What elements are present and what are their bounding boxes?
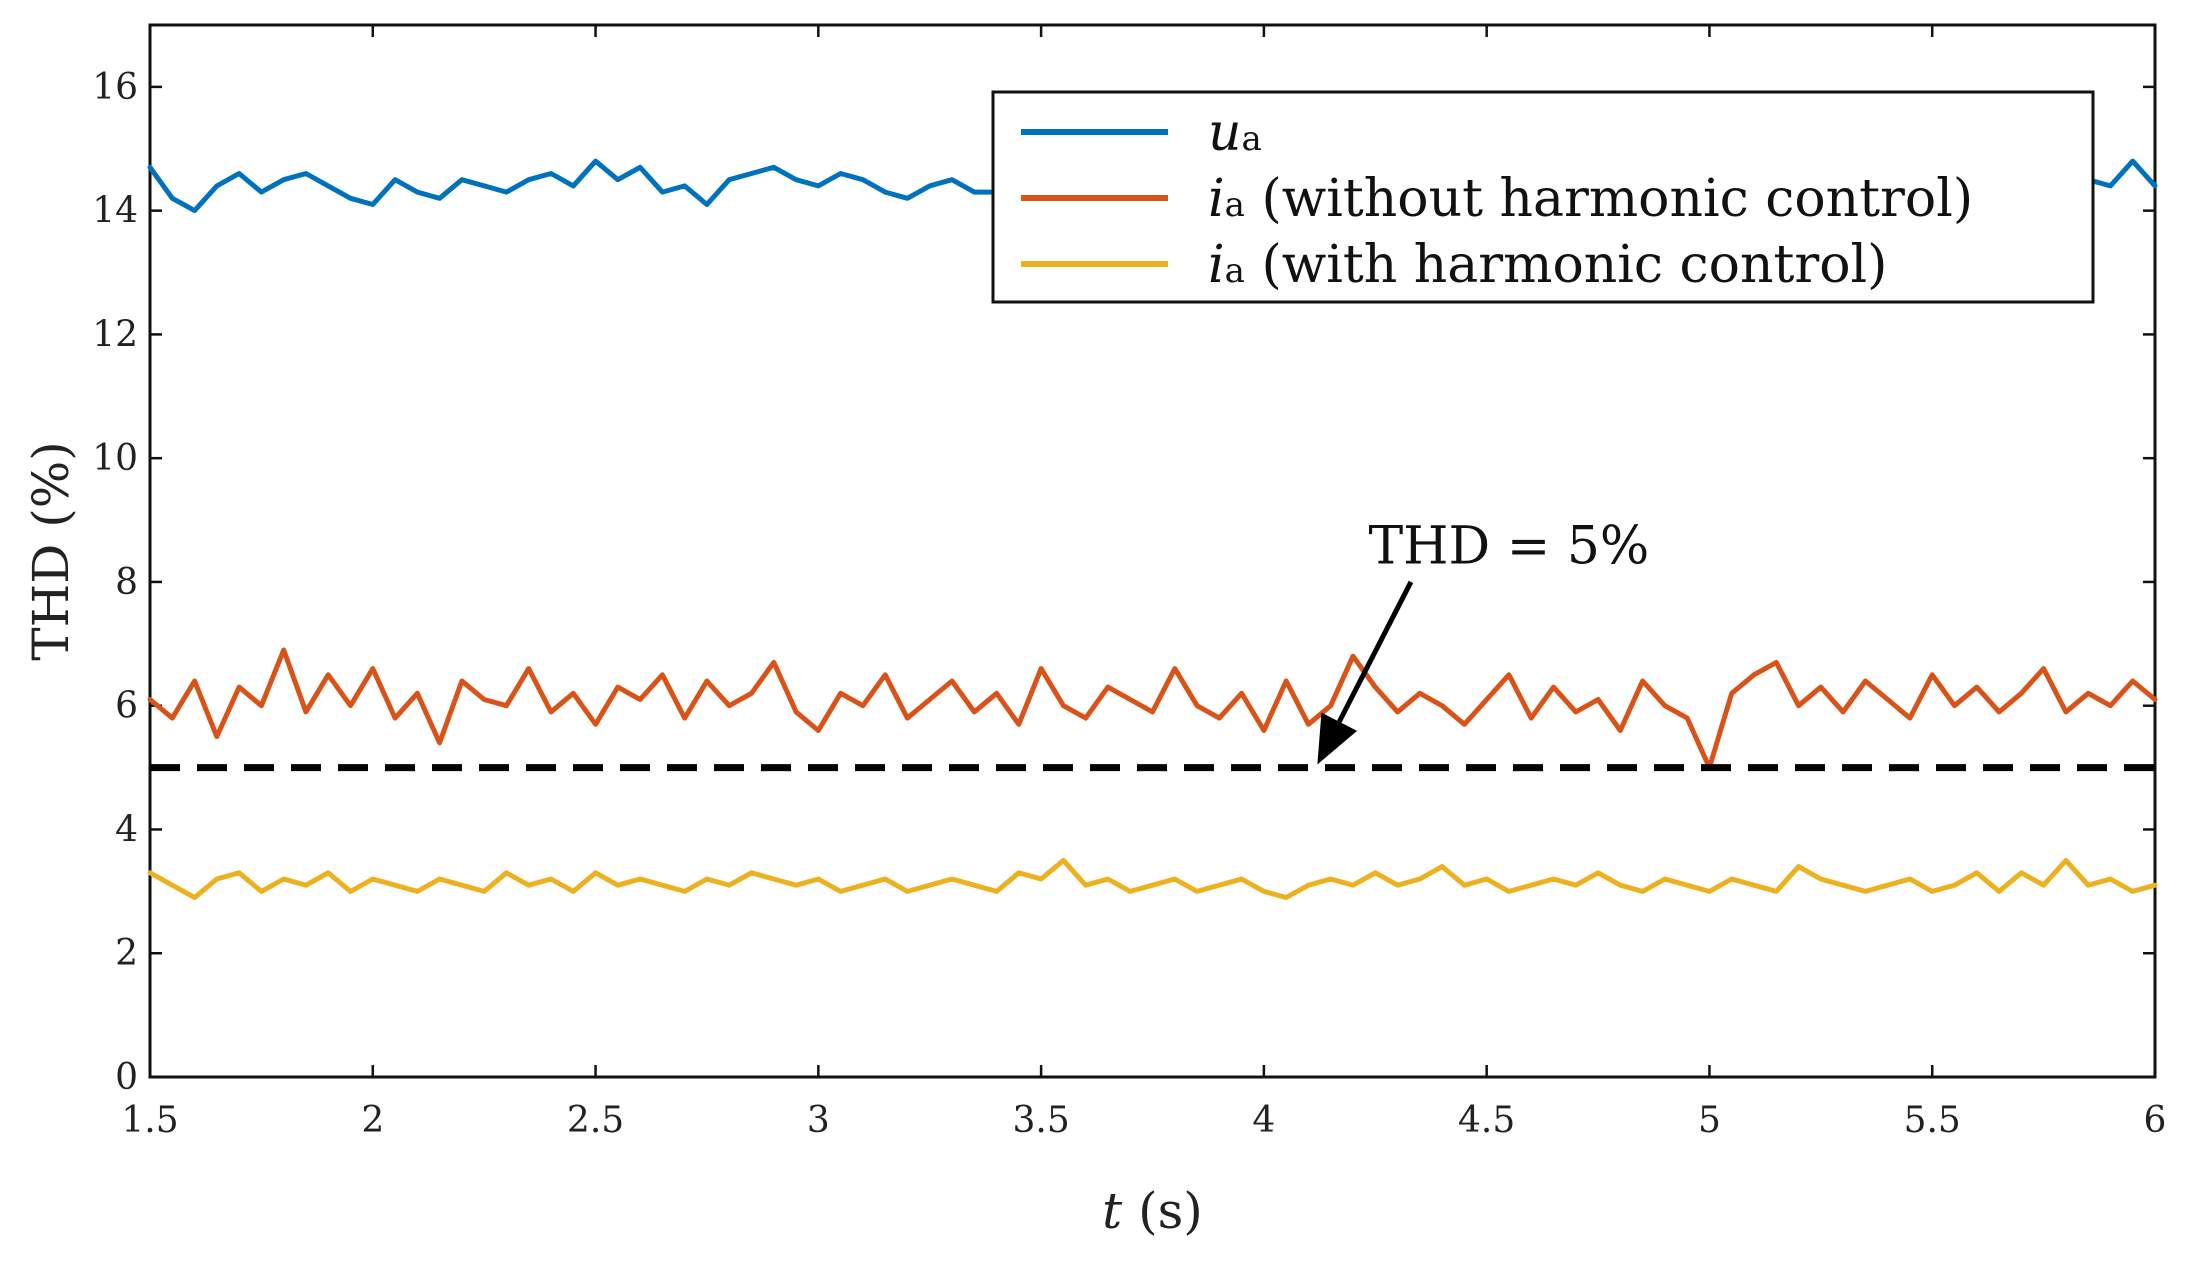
y-tick-label: 16 (92, 67, 138, 108)
annotation-arrow-shaft (1337, 580, 1414, 723)
x-tick-label: 4.5 (1458, 1100, 1515, 1141)
annotation-text: THD = 5% (1369, 516, 1650, 576)
x-tick-label: 1.5 (121, 1100, 178, 1141)
y-tick-label: 2 (115, 933, 138, 974)
x-axis-label: t (s) (1102, 1182, 1203, 1240)
x-tick-label: 5.5 (1904, 1100, 1961, 1141)
annotation: THD = 5% (1317, 516, 1650, 765)
x-tick-label: 6 (2144, 1100, 2167, 1141)
legend-var: u (1208, 103, 1242, 163)
x-tick-label: 2.5 (567, 1100, 624, 1141)
legend-entry-0: ua (1208, 103, 1262, 163)
y-tick-label: 4 (115, 809, 138, 850)
x-axis-label-var: t (1102, 1182, 1123, 1240)
y-axis-label: THD (%) (22, 441, 80, 660)
legend-subscript: a (1225, 185, 1245, 225)
y-tick-label: 10 (92, 438, 138, 479)
x-axis-label-unit: (s) (1122, 1182, 1203, 1240)
legend-entry-1: ia (without harmonic control) (1208, 169, 1973, 229)
y-tick-label: 0 (115, 1057, 138, 1098)
legend-var: i (1208, 235, 1225, 295)
legend-var: i (1208, 169, 1225, 229)
legend-subscript: a (1242, 119, 1262, 159)
legend-rest: (without harmonic control) (1245, 169, 1973, 229)
legend-box (991, 90, 2095, 304)
series-line-2 (147, 857, 2158, 900)
legend-entry-2: ia (with harmonic control) (1208, 235, 1887, 295)
axis-labels: t (s) THD (%) (22, 441, 1203, 1240)
legend-rest: (with harmonic control) (1245, 235, 1888, 295)
x-tick-label: 3 (807, 1100, 830, 1141)
x-tick-label: 5 (1698, 1100, 1721, 1141)
y-tick-label: 6 (115, 686, 138, 727)
legend-subscript: a (1225, 251, 1245, 291)
x-tick-label: 4 (1252, 1100, 1275, 1141)
y-tick-label: 12 (92, 314, 138, 355)
y-tick-label: 8 (115, 562, 138, 603)
x-tick-label: 2 (361, 1100, 384, 1141)
tick-labels: 1.5 2 2.5 3 3.5 4 4.5 5 5.5 6 0 2 4 6 8 10 12 14 16 (92, 67, 2166, 1141)
plot-border (148, 23, 2157, 1079)
x-tick-label: 3.5 (1012, 1100, 1069, 1141)
annotation-arrow-head (1317, 712, 1358, 765)
series-line-1 (147, 647, 2158, 771)
y-tick-label: 14 (92, 191, 138, 232)
